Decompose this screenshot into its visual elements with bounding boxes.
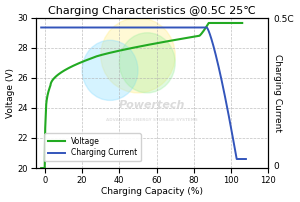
- Ellipse shape: [101, 18, 175, 93]
- Text: 0.5C: 0.5C: [274, 15, 294, 24]
- Text: ADVANCED ENERGY STORAGE SYSTEMS: ADVANCED ENERGY STORAGE SYSTEMS: [106, 118, 198, 122]
- Y-axis label: Voltage (V): Voltage (V): [6, 68, 15, 118]
- Text: 0: 0: [274, 162, 280, 171]
- Legend: Voltage, Charging Current: Voltage, Charging Current: [44, 133, 141, 161]
- X-axis label: Charging Capacity (%): Charging Capacity (%): [101, 187, 203, 196]
- Y-axis label: Charging Current: Charging Current: [273, 54, 282, 132]
- Text: Powertech: Powertech: [119, 100, 185, 110]
- Title: Charging Characteristics @0.5C 25℃: Charging Characteristics @0.5C 25℃: [48, 6, 256, 16]
- Ellipse shape: [119, 33, 175, 93]
- Ellipse shape: [82, 40, 138, 100]
